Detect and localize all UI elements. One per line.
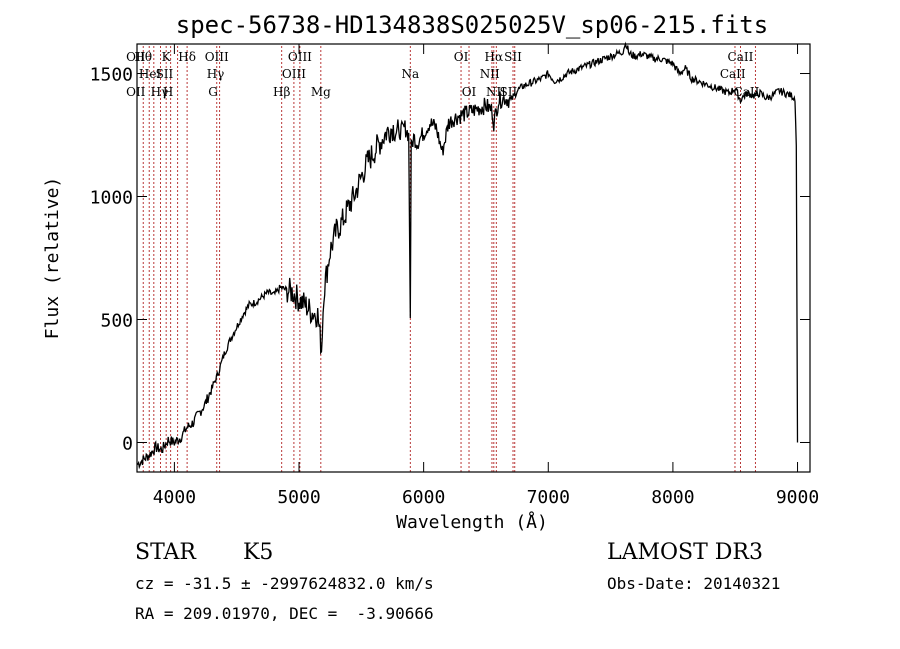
line-label-extra-5: H bbox=[163, 85, 173, 99]
line-label-8: OIII bbox=[205, 50, 229, 64]
line-label-16: OI bbox=[462, 85, 477, 99]
line-label-extra-0: OII bbox=[126, 50, 146, 64]
plot-frame bbox=[136, 43, 811, 473]
x-axis-label: Wavelength (Å) bbox=[396, 511, 548, 533]
line-label-13: Mg bbox=[311, 85, 331, 99]
x-axis-ticks: 4000 5000 6000 7000 8000 9000 bbox=[153, 44, 819, 508]
line-label-11: OIII bbox=[282, 67, 306, 81]
line-label-extra-11: CaII bbox=[720, 67, 746, 81]
spectrum-line bbox=[136, 41, 799, 470]
line-label-0: Hθ bbox=[134, 50, 152, 64]
line-label-extra-2: HeI bbox=[139, 67, 162, 81]
redshift-line: cz = -31.5 ± -2997624832.0 km/s bbox=[135, 574, 434, 593]
x-tick-label-0: 4000 bbox=[153, 487, 196, 508]
observation-date: Obs-Date: 20140321 bbox=[607, 574, 781, 593]
object-subclass: K5 bbox=[243, 540, 274, 565]
line-label-extra-9: NII bbox=[486, 85, 506, 99]
line-label-extra-7: G bbox=[208, 85, 218, 99]
line-label-23: CaII bbox=[728, 50, 754, 64]
line-label-extra-3: SII bbox=[156, 67, 174, 81]
line-label-extra-8: NII bbox=[480, 67, 500, 81]
line-label-extra-6: Hγ bbox=[207, 67, 225, 81]
y-tick-label-0: 0 bbox=[122, 433, 133, 454]
emission-line-markers bbox=[142, 46, 756, 472]
survey-name: LAMOST DR3 bbox=[607, 540, 763, 565]
x-tick-label-2: 6000 bbox=[402, 487, 445, 508]
line-label-12: OIII bbox=[288, 50, 312, 64]
line-label-10: Hβ bbox=[273, 85, 290, 99]
x-tick-label-1: 5000 bbox=[277, 487, 320, 508]
line-label-7: Hδ bbox=[178, 50, 196, 64]
line-label-extra-1: OII bbox=[126, 85, 146, 99]
coordinates-line: RA = 209.01970, DEC = -3.90666 bbox=[135, 604, 434, 623]
y-tick-label-2: 1000 bbox=[90, 188, 133, 209]
chart-title: spec-56738-HD134838S025025V_sp06-215.fit… bbox=[176, 11, 768, 39]
y-tick-label-3: 1500 bbox=[90, 65, 133, 86]
y-axis-ticks: 0 500 1000 1500 bbox=[90, 65, 810, 454]
line-label-extra-4: Hγ bbox=[151, 85, 169, 99]
object-class: STAR bbox=[135, 540, 196, 565]
x-tick-label-5: 9000 bbox=[776, 487, 819, 508]
line-label-14: Na bbox=[401, 67, 419, 81]
y-tick-label-1: 500 bbox=[100, 310, 133, 331]
x-tick-label-4: 8000 bbox=[651, 487, 694, 508]
line-label-15: OI bbox=[454, 50, 469, 64]
line-label-20: SII bbox=[504, 50, 522, 64]
line-label-4: K bbox=[162, 50, 172, 64]
y-axis-label: Flux (relative) bbox=[42, 177, 63, 340]
x-tick-label-3: 7000 bbox=[527, 487, 570, 508]
spectrum-chart: spec-56738-HD134838S025025V_sp06-215.fit… bbox=[42, 11, 819, 533]
line-label-18: Hα bbox=[485, 50, 504, 64]
